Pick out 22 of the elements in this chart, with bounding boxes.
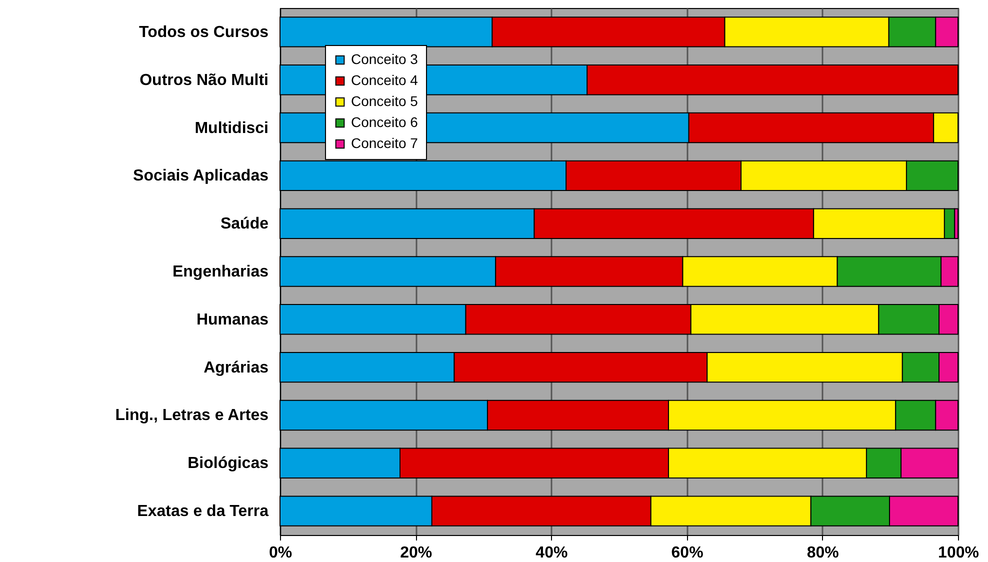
y-tick-label: Todos os Cursos [139,24,269,41]
legend-label: Conceito 4 [351,72,418,88]
y-tick-label: Agrárias [204,359,269,376]
legend-label: Conceito 5 [351,93,418,109]
x-tick-label: 40% [536,544,568,562]
x-tick-label: 20% [400,544,432,562]
x-tick-label: 0% [268,544,292,562]
y-tick-label: Exatas e da Terra [137,503,269,520]
y-tick-label: Humanas [196,311,269,328]
legend-label: Conceito 6 [351,114,418,130]
y-tick-label: Sociais Aplicadas [133,168,269,185]
y-tick-label: Saúde [220,216,269,233]
legend-label: Conceito 7 [351,135,418,151]
legend-label: Conceito 3 [351,51,418,67]
y-tick-label: Ling., Letras e Artes [115,407,269,424]
x-tick-label: 60% [671,544,704,562]
y-tick-label: Multidisci [194,120,268,137]
y-tick-label: Biológicas [188,455,269,472]
x-tick-label: 100% [938,544,979,562]
x-tick-label: 80% [806,544,839,562]
y-tick-label: Outros Não Multi [140,72,268,89]
y-tick-label: Engenharias [172,264,269,280]
